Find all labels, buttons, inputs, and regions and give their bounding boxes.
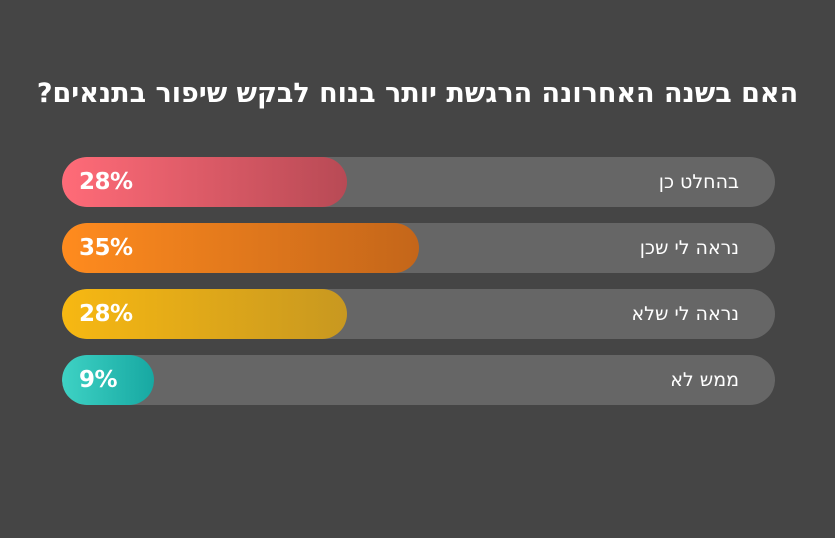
bar-value-label: 9%	[79, 367, 118, 393]
bar	[62, 157, 347, 207]
bar-row: 28% נראה לי שלא	[62, 289, 775, 339]
poll-bars: 28% בהחלט כן 35% נראה לי שכן 28% נראה לי שלא 9…	[62, 157, 775, 421]
bar-category-label: נראה לי שלא	[631, 303, 739, 325]
bar	[62, 355, 154, 405]
bar-value-label: 35%	[79, 235, 133, 261]
bar-category-label: נראה לי שכן	[639, 237, 739, 259]
bar-row: 28% בהחלט כן	[62, 157, 775, 207]
chart-title: האם בשנה האחרונה הרגשת יותר בנוח לבקש שי…	[36, 78, 799, 109]
bar-value-label: 28%	[79, 301, 133, 327]
bar-value-label: 28%	[79, 169, 133, 195]
bar	[62, 223, 419, 273]
bar-category-label: בהחלט כן	[658, 171, 739, 193]
bar-row: 35% נראה לי שכן	[62, 223, 775, 273]
bar-category-label: ממש לא	[670, 369, 739, 391]
bar	[62, 289, 347, 339]
bar-row: 9% ממש לא	[62, 355, 775, 405]
